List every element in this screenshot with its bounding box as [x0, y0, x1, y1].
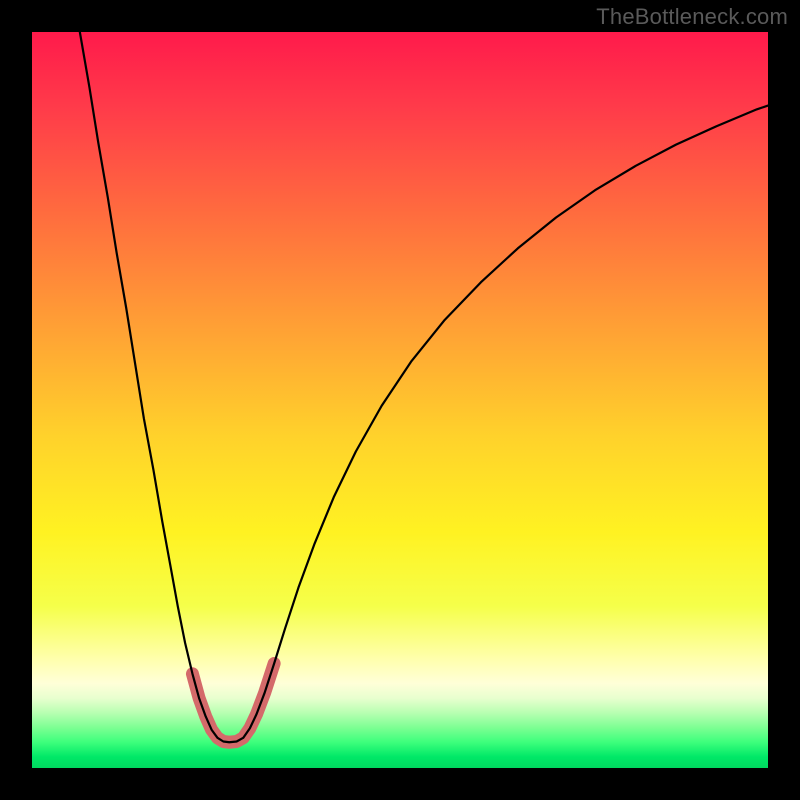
watermark-text: TheBottleneck.com — [596, 4, 788, 30]
chart-container: TheBottleneck.com — [0, 0, 800, 800]
bottleneck-curve-chart — [32, 32, 768, 768]
plot-frame — [32, 32, 768, 768]
gradient-background — [32, 32, 768, 768]
